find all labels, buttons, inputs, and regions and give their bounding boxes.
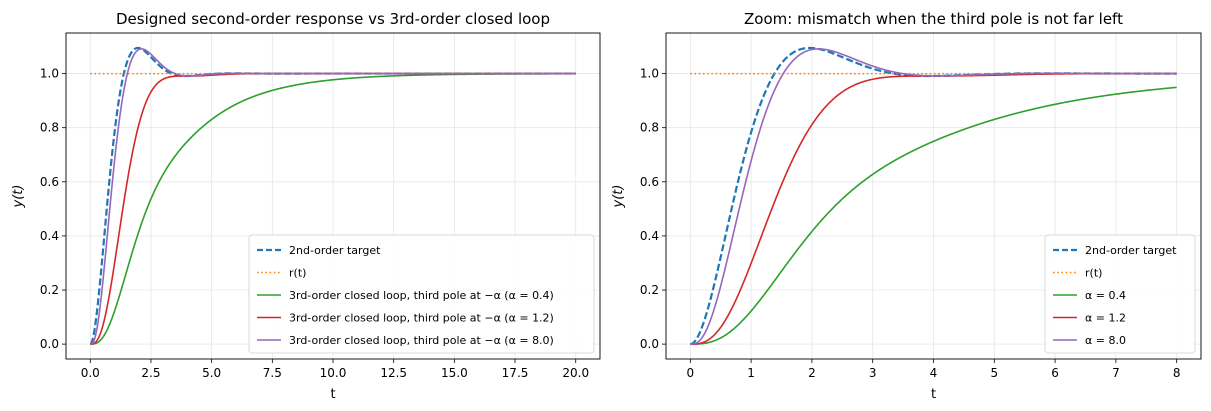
y-tick-label: 0.8 bbox=[40, 121, 59, 135]
y-tick-label: 0.0 bbox=[40, 337, 59, 351]
chart-panel-2: Zoom: mismatch when the third pole is no… bbox=[611, 10, 1202, 402]
x-tick-label: 15.0 bbox=[441, 366, 468, 380]
legend-label: r(t) bbox=[1085, 267, 1102, 280]
legend-label: α = 0.4 bbox=[1085, 289, 1126, 302]
y-tick-label: 0.4 bbox=[640, 229, 659, 243]
chart-title: Zoom: mismatch when the third pole is no… bbox=[744, 10, 1123, 28]
x-tick-label: 7.5 bbox=[263, 366, 282, 380]
y-tick-label: 0.6 bbox=[40, 175, 59, 189]
legend: 2nd-order target r(t) α = 0.4 α = 1.2 α = 8.… bbox=[1044, 234, 1196, 354]
legend-label: α = 1.2 bbox=[1085, 312, 1126, 325]
x-axis-label: t bbox=[931, 387, 936, 402]
plot-area bbox=[89, 46, 576, 346]
legend-label: 3rd-order closed loop, third pole at −α … bbox=[289, 312, 554, 325]
legend-label: 2nd-order target bbox=[289, 244, 381, 257]
y-tick-label: 0.6 bbox=[640, 175, 659, 189]
legend-label: α = 8.0 bbox=[1085, 334, 1126, 347]
x-tick-label: 0.0 bbox=[81, 366, 100, 380]
plot-area bbox=[690, 46, 1177, 346]
x-axis-label: t bbox=[330, 387, 335, 402]
legend-box bbox=[1044, 234, 1196, 354]
y-tick-label: 1.0 bbox=[640, 67, 659, 81]
y-axis-label: y(t) bbox=[611, 185, 626, 209]
series-line-5 bbox=[90, 48, 576, 345]
y-axis-label: y(t) bbox=[11, 185, 26, 209]
series-line-3 bbox=[690, 86, 1177, 345]
x-tick-label: 17.5 bbox=[502, 366, 529, 380]
x-tick-label: 12.5 bbox=[380, 366, 407, 380]
x-tick-label: 5 bbox=[990, 366, 998, 380]
x-tick-label: 20.0 bbox=[562, 366, 589, 380]
y-tick-label: 0.4 bbox=[40, 229, 59, 243]
legend: 2nd-order target r(t) 3rd-order closed loo… bbox=[248, 234, 595, 354]
y-tick-label: 0.2 bbox=[640, 283, 659, 297]
series-line-5 bbox=[690, 48, 1177, 345]
y-tick-label: 0.2 bbox=[40, 283, 59, 297]
x-tick-label: 8 bbox=[1173, 366, 1181, 380]
x-tick-label: 10.0 bbox=[320, 366, 347, 380]
x-tick-label: 1 bbox=[747, 366, 755, 380]
x-tick-label: 7 bbox=[1112, 366, 1120, 380]
legend-label: r(t) bbox=[289, 267, 306, 280]
legend-label: 3rd-order closed loop, third pole at −α … bbox=[289, 289, 554, 302]
x-tick-label: 2.5 bbox=[141, 366, 160, 380]
legend-label: 2nd-order target bbox=[1085, 244, 1177, 257]
y-tick-label: 0.0 bbox=[640, 337, 659, 351]
x-tick-label: 4 bbox=[930, 366, 938, 380]
legend-label: 3rd-order closed loop, third pole at −α … bbox=[289, 334, 554, 347]
x-tick-label: 6 bbox=[1051, 366, 1059, 380]
chart-panel-1: Designed second-order response vs 3rd-or… bbox=[11, 10, 601, 402]
legend-box bbox=[248, 234, 595, 354]
y-tick-label: 1.0 bbox=[40, 67, 59, 81]
y-tick-label: 0.8 bbox=[640, 121, 659, 135]
x-tick-label: 3 bbox=[869, 366, 877, 380]
x-tick-label: 2 bbox=[808, 366, 816, 380]
x-tick-label: 0 bbox=[686, 366, 694, 380]
chart-title: Designed second-order response vs 3rd-or… bbox=[116, 10, 550, 28]
x-tick-label: 5.0 bbox=[202, 366, 221, 380]
